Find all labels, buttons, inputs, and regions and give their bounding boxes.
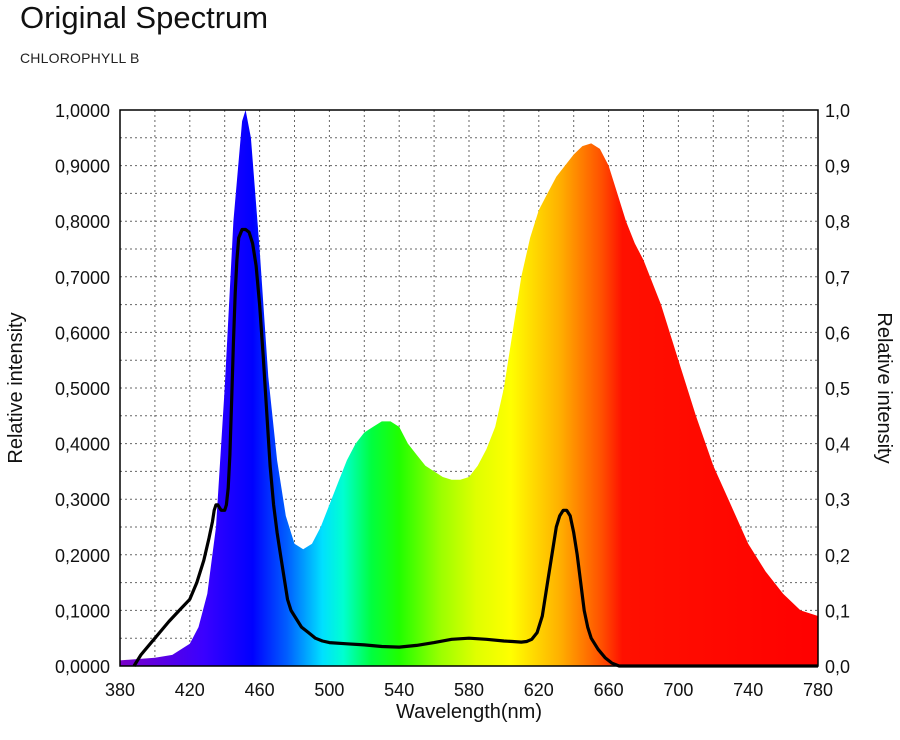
x-tick-label: 540 [384, 680, 414, 700]
y-tick-label-left: 0,3000 [55, 490, 110, 510]
y-tick-label-right: 0,9 [825, 157, 850, 177]
y-tick-label-right: 0,8 [825, 212, 850, 232]
x-tick-label: 620 [524, 680, 554, 700]
y-axis-label-left: Relative intensity [5, 312, 27, 463]
spectrum-area [120, 110, 818, 666]
y-tick-label-left: 0,7000 [55, 268, 110, 288]
x-tick-label: 500 [314, 680, 344, 700]
x-tick-label: 740 [733, 680, 763, 700]
x-tick-label: 580 [454, 680, 484, 700]
x-tick-label: 660 [594, 680, 624, 700]
y-tick-label-left: 0,5000 [55, 379, 110, 399]
y-tick-label-left: 0,1000 [55, 601, 110, 621]
y-tick-label-left: 0,2000 [55, 546, 110, 566]
x-tick-label: 460 [245, 680, 275, 700]
chart-subtitle: CHLOROPHYLL B [20, 50, 140, 66]
y-tick-label-left: 0,0000 [55, 657, 110, 677]
y-tick-label-right: 0,0 [825, 657, 850, 677]
y-tick-label-left: 0,4000 [55, 435, 110, 455]
y-tick-label-right: 0,2 [825, 546, 850, 566]
x-axis-label: Wavelength(nm) [396, 701, 542, 723]
y-tick-label-right: 0,3 [825, 490, 850, 510]
x-tick-label: 780 [803, 680, 833, 700]
absorption-curve [132, 227, 818, 668]
y-tick-label-right: 1,0 [825, 101, 850, 121]
chart-title: Original Spectrum [20, 0, 269, 35]
y-axis-label-right: Relative intensity [873, 312, 895, 463]
x-tick-label: 420 [175, 680, 205, 700]
y-tick-label-right: 0,6 [825, 323, 850, 343]
y-tick-label-right: 0,1 [825, 601, 850, 621]
plot-frame [119, 109, 819, 667]
x-tick-label: 700 [663, 680, 693, 700]
y-tick-label-right: 0,4 [825, 435, 850, 455]
y-tick-label-right: 0,5 [825, 379, 850, 399]
y-tick-label-left: 0,9000 [55, 157, 110, 177]
x-tick-label: 380 [105, 680, 135, 700]
y-tick-label-left: 0,6000 [55, 323, 110, 343]
y-tick-label-right: 0,7 [825, 268, 850, 288]
y-tick-label-left: 1,0000 [55, 101, 110, 121]
axis-ticks: 380 420 460 500 540 580 620 660 700 740 780 0,0000 0… [55, 101, 850, 700]
y-tick-label-left: 0,8000 [55, 212, 110, 232]
